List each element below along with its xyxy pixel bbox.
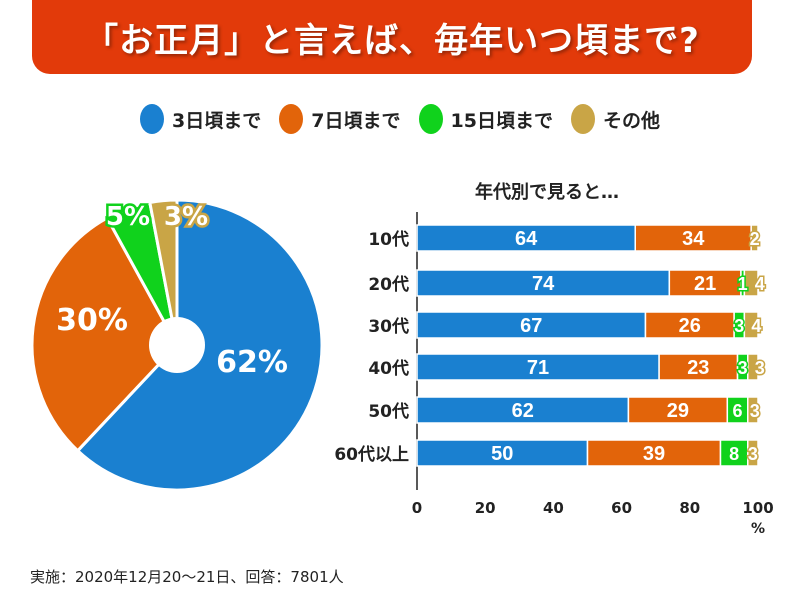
bar-segment <box>416 439 589 467</box>
bar-label: 4 <box>755 274 765 294</box>
bar-label: 2 <box>750 229 760 249</box>
legend-label: 15日頃まで <box>450 109 553 132</box>
category-label: 20代 <box>368 274 409 295</box>
bar-segment <box>743 269 759 297</box>
bar-label: 50 <box>491 443 513 465</box>
bar-segment <box>644 311 735 339</box>
legend-swatch <box>279 104 304 134</box>
bar-segment <box>750 224 759 252</box>
bar-segment <box>416 353 660 381</box>
legend-swatch <box>418 104 443 134</box>
bar-segment <box>634 224 752 252</box>
bar-segment <box>658 353 739 381</box>
legend-item: 7日頃まで <box>279 104 401 134</box>
category-label: 40代 <box>368 358 409 379</box>
bar-label: 3 <box>755 358 765 378</box>
pie-label: 5% <box>106 202 150 232</box>
pie-label: 3% <box>164 202 208 232</box>
bar-chart-title: 年代別で見ると… <box>475 182 619 203</box>
bar-label: 74 <box>532 273 555 295</box>
legend-item: 3日頃まで <box>140 104 261 134</box>
legend-label: 3日頃まで <box>172 109 262 132</box>
bar-segment <box>747 396 759 424</box>
pie-slice <box>30 215 179 453</box>
bar-segment <box>719 439 749 467</box>
chart-title: 「お正月」と言えば、毎年いつ頃まで? <box>32 0 752 74</box>
bar-segment <box>747 353 759 381</box>
pie-label: 62% <box>216 345 288 380</box>
bar-label: 3 <box>748 444 758 464</box>
category-label: 30代 <box>368 316 409 337</box>
bar-label: 71 <box>527 357 549 379</box>
bar-segment <box>627 396 729 424</box>
legend-label: 7日頃まで <box>311 109 401 132</box>
bar-label: 6 <box>733 401 743 421</box>
category-label: 60代以上 <box>334 444 409 465</box>
x-tick-label: 0 <box>412 499 422 517</box>
bar-segment <box>586 439 722 467</box>
bar-label: 4 <box>751 316 761 336</box>
bar-label: 34 <box>682 228 705 250</box>
x-tick-label: 60 <box>611 499 632 517</box>
legend-item: その他 <box>570 104 660 134</box>
category-label: 50代 <box>368 401 409 422</box>
bar-label: 29 <box>667 400 689 422</box>
pie-label: 30% <box>56 303 128 338</box>
x-tick-label: 20 <box>475 499 496 517</box>
bar-segment <box>416 396 630 424</box>
x-tick-label: 80 <box>679 499 700 517</box>
legend-label: その他 <box>602 109 660 132</box>
bar-segment <box>416 224 636 252</box>
x-unit-label: % <box>751 521 765 537</box>
bar-segment <box>747 439 759 467</box>
bar-label: 39 <box>643 443 665 465</box>
bar-label: 3 <box>734 316 744 336</box>
category-label: 10代 <box>368 229 409 250</box>
bar-label: 1 <box>738 274 748 294</box>
bar-label: 3 <box>738 358 748 378</box>
bar-segment <box>416 269 671 297</box>
pie-hole <box>149 317 205 373</box>
bar-label: 62 <box>512 400 534 422</box>
bar-segment <box>668 269 742 297</box>
bar-label: 8 <box>729 444 739 464</box>
x-tick-label: 100 <box>742 499 773 517</box>
pie-slice <box>148 198 179 346</box>
bar-label: 64 <box>515 228 538 250</box>
bar-label: 3 <box>750 401 760 421</box>
bar-segment <box>743 311 759 339</box>
legend-item: 15日頃まで <box>418 104 553 134</box>
bar-label: 26 <box>679 315 701 337</box>
legend-swatch <box>570 104 595 134</box>
x-tick-label: 40 <box>543 499 564 517</box>
legend-swatch <box>140 104 165 134</box>
bar-label: 21 <box>694 273 716 295</box>
bar-label: 23 <box>687 357 709 379</box>
survey-note: 実施：2020年12月20～21日、回答：7801人 <box>30 568 344 586</box>
bar-label: 67 <box>520 315 542 337</box>
legend: 3日頃まで 7日頃まで 15日頃まで その他 <box>0 104 800 134</box>
